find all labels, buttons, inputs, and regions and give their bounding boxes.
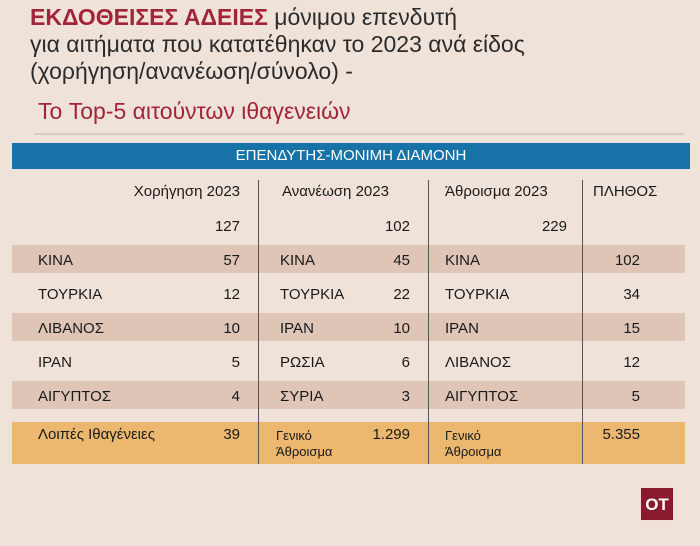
- divider: [34, 133, 684, 135]
- total-sum: 229: [541, 218, 567, 235]
- others-label: Λοιπές Ιθαγένειες: [38, 426, 155, 443]
- country-sum: ΚΙΝΑ: [445, 252, 481, 269]
- grand-total-word-1: Γενικό: [276, 428, 312, 443]
- ot-logo: OT: [640, 487, 674, 521]
- country-sum: ΤΟΥΡΚΙΑ: [445, 286, 510, 303]
- total-grant: 127: [214, 218, 240, 235]
- headline-line-2: για αιτήματα που κατατέθηκαν το 2023 ανά…: [30, 31, 525, 57]
- value-renewal: 45: [393, 252, 410, 269]
- column-separator: [258, 180, 259, 464]
- others-value: 39: [223, 426, 240, 443]
- grand-total-word-2: Άθροισμα: [445, 444, 502, 459]
- country-renewal: ΤΟΥΡΚΙΑ: [280, 286, 345, 303]
- row-band: [12, 245, 685, 273]
- value-grant: 4: [231, 388, 240, 405]
- value-sum: 34: [623, 286, 640, 303]
- value-renewal: 6: [401, 354, 410, 371]
- country-renewal: ΚΙΝΑ: [280, 252, 316, 269]
- headline: ΕΚΔΟΘΕΙΣΕΣ ΑΔΕΙΕΣ μόνιμου επενδυτή για α…: [30, 4, 690, 85]
- value-sum: 15: [623, 320, 640, 337]
- country-renewal: ΙΡΑΝ: [280, 320, 314, 337]
- headline-rest: μόνιμου επενδυτή: [267, 4, 458, 30]
- headline-highlight: ΕΚΔΟΘΕΙΣΕΣ ΑΔΕΙΕΣ: [30, 4, 268, 30]
- country-grant: ΚΙΝΑ: [38, 252, 74, 269]
- header-count: ΠΛΗΘΟΣ: [593, 183, 658, 200]
- country-grant: ΑΙΓΥΠΤΟΣ: [38, 388, 112, 405]
- grand-total-word-2: Άθροισμα: [276, 444, 333, 459]
- country-renewal: ΣΥΡΙΑ: [280, 388, 324, 405]
- value-grant: 12: [223, 286, 240, 303]
- value-renewal: 22: [393, 286, 410, 303]
- country-renewal: ΡΩΣΙΑ: [280, 354, 325, 371]
- grand-total-word-1: Γενικό: [445, 428, 481, 443]
- header-grant: Χορήγηση 2023: [133, 183, 240, 200]
- country-sum: ΛΙΒΑΝΟΣ: [445, 354, 511, 371]
- value-renewal: 10: [393, 320, 410, 337]
- value-grant: 5: [231, 354, 240, 371]
- table-banner: ΕΠΕΝΔΥΤΗΣ-ΜΟΝΙΜΗ ΔΙΑΜΟΝΗ: [12, 143, 690, 169]
- header-sum: Άθροισμα 2023: [445, 183, 548, 200]
- row-band: [12, 313, 685, 341]
- country-sum: ΙΡΑΝ: [445, 320, 479, 337]
- grand-total-renewal: 1.299: [372, 426, 410, 443]
- value-sum: 12: [623, 354, 640, 371]
- row-band: [12, 381, 685, 409]
- value-sum: 102: [614, 252, 640, 269]
- grand-total-sum: 5.355: [602, 426, 640, 443]
- grand-total-label-sum: Γενικό Άθροισμα: [445, 428, 501, 460]
- column-separator: [582, 180, 583, 464]
- subtitle: Το Top-5 αιτούντων ιθαγενειών: [38, 98, 351, 124]
- value-renewal: 3: [401, 388, 410, 405]
- value-grant: 10: [223, 320, 240, 337]
- value-grant: 57: [223, 252, 240, 269]
- headline-line-3: (χορήγηση/ανανέωση/σύνολο) -: [30, 58, 353, 84]
- country-grant: ΛΙΒΑΝΟΣ: [38, 320, 104, 337]
- grand-total-label-renewal: Γενικό Άθροισμα: [276, 428, 332, 460]
- country-sum: ΑΙΓΥΠΤΟΣ: [445, 388, 519, 405]
- country-grant: ΙΡΑΝ: [38, 354, 72, 371]
- value-sum: 5: [631, 388, 640, 405]
- column-separator: [428, 180, 429, 464]
- header-renewal: Ανανέωση 2023: [282, 183, 389, 200]
- total-band: [12, 422, 685, 464]
- country-grant: ΤΟΥΡΚΙΑ: [38, 286, 103, 303]
- total-renewal: 102: [384, 218, 410, 235]
